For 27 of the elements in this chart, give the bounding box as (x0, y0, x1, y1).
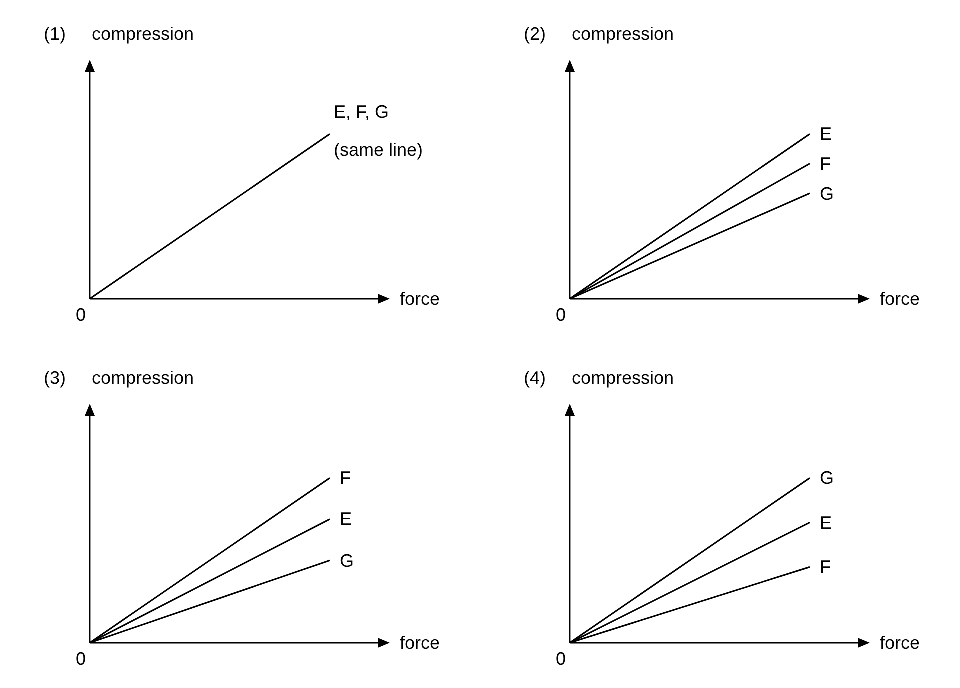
chart-title: (4) (524, 368, 546, 388)
x-axis-title: force (880, 633, 920, 653)
series-label: E, F, G (334, 102, 390, 122)
series-label: F (820, 557, 831, 577)
series-label: G (340, 551, 354, 571)
chart-title: (2) (524, 24, 546, 44)
series-label: F (820, 154, 831, 174)
text: 0 (76, 649, 86, 669)
series-label: E (820, 513, 832, 533)
x-axis-title: force (400, 289, 440, 309)
series-label: F (340, 468, 351, 488)
chart-title: (3) (44, 368, 66, 388)
text: 0 (556, 649, 566, 669)
series-label: G (820, 468, 834, 488)
x-axis-title: force (400, 633, 440, 653)
y-axis-title: compression (572, 368, 674, 388)
series-label: E (820, 124, 832, 144)
y-axis-title: compression (92, 368, 194, 388)
annotation: (same line) (334, 140, 424, 160)
chart-title: (1) (44, 24, 66, 44)
series-label: G (820, 184, 834, 204)
y-axis-title: compression (572, 24, 674, 44)
y-axis-title: compression (92, 24, 194, 44)
text: 0 (556, 305, 566, 325)
series-label: E (340, 509, 352, 529)
text: 0 (76, 305, 86, 325)
x-axis-title: force (880, 289, 920, 309)
